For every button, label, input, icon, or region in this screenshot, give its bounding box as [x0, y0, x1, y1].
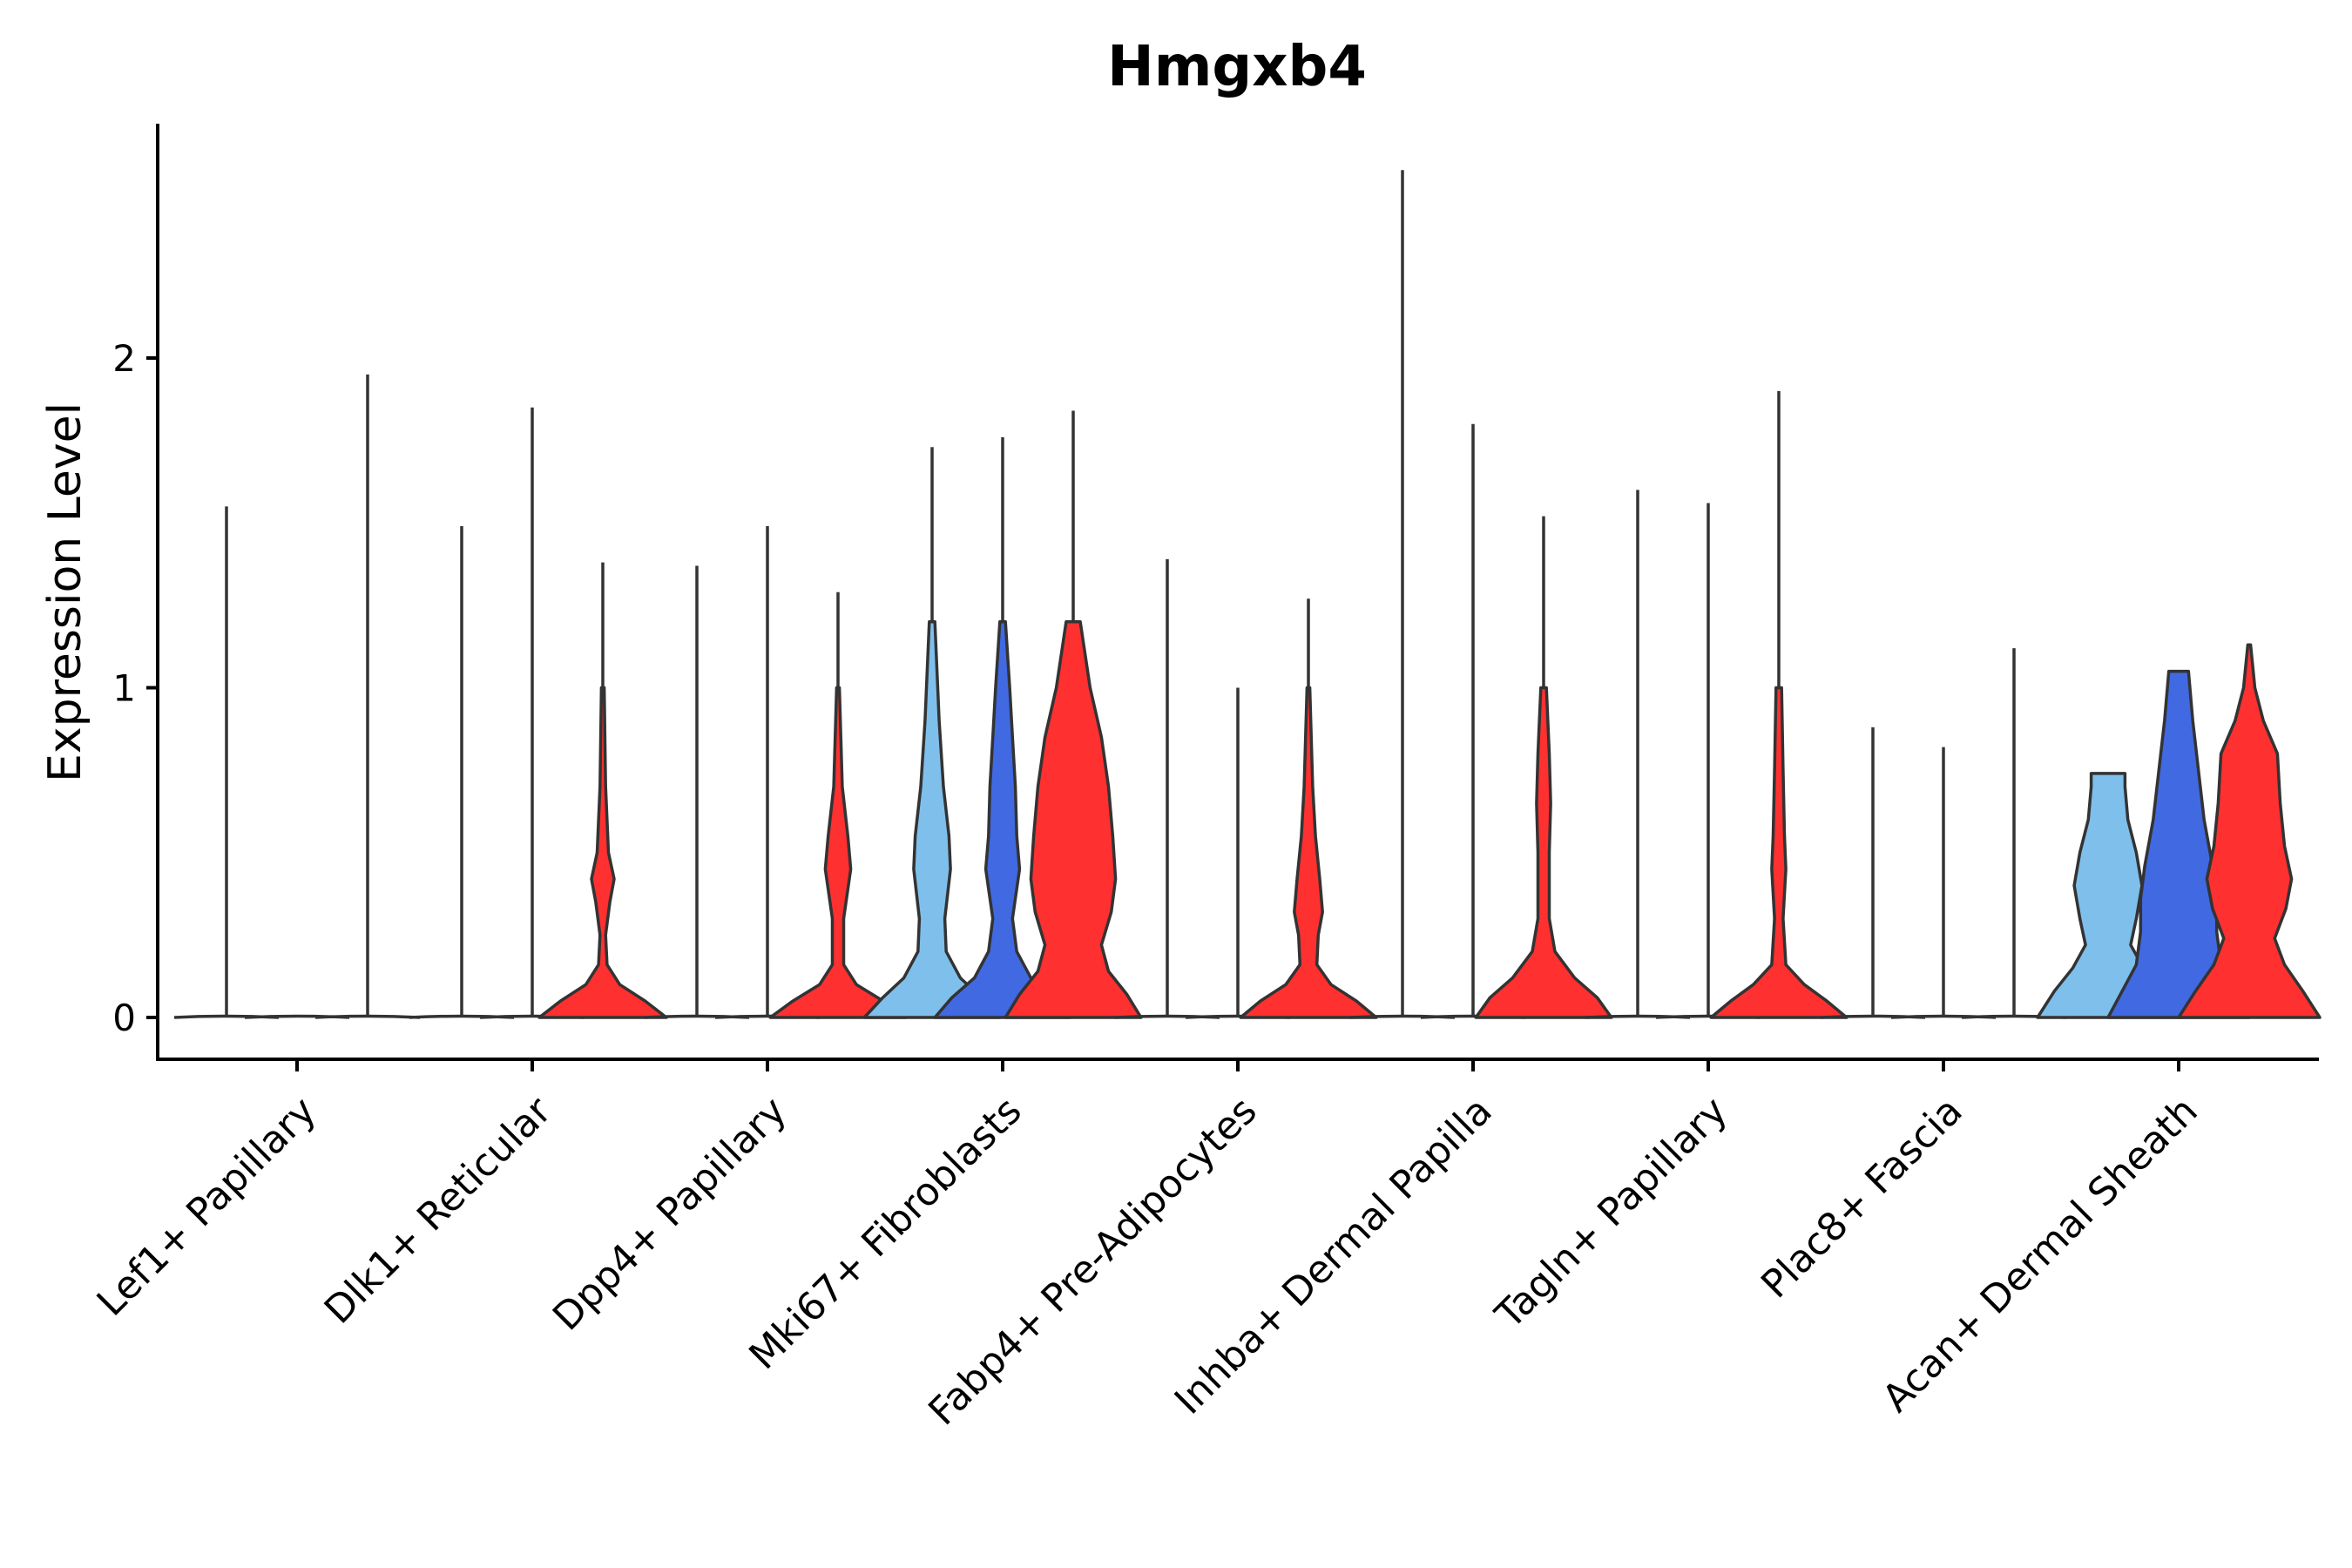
violin-body — [933, 620, 1072, 1019]
violin-body — [1239, 686, 1378, 1019]
violins-layer — [173, 170, 2322, 1019]
y-tick-label: 2 — [112, 337, 136, 380]
violin-body — [537, 686, 668, 1019]
y-axis-label: Expression Level — [39, 402, 91, 782]
violin-body — [2177, 643, 2322, 1019]
x-tick-label: Lef1+ Papillary — [89, 1089, 325, 1325]
x-tick-label: Dpp4+ Papillary — [544, 1089, 795, 1340]
violin-body — [1709, 686, 1848, 1019]
y-tick-label: 1 — [112, 667, 136, 710]
y-tick-label: 0 — [112, 997, 136, 1039]
violin-body — [862, 620, 1002, 1019]
y-ticks-layer: 0 1 2 — [112, 337, 158, 1039]
x-tick-label: Plac8+ Fascia — [1753, 1089, 1971, 1308]
violin-body — [768, 686, 908, 1019]
violin-body — [2036, 772, 2180, 1019]
violin-body — [1474, 686, 1613, 1019]
violin-body — [1004, 620, 1143, 1019]
x-tick-label: Tagln+ Papillary — [1487, 1089, 1736, 1338]
chart-title: Hmgxb4 — [1107, 35, 1367, 99]
violin-flat — [314, 1014, 421, 1019]
x-tick-label: Dlk1+ Reticular — [316, 1088, 561, 1333]
